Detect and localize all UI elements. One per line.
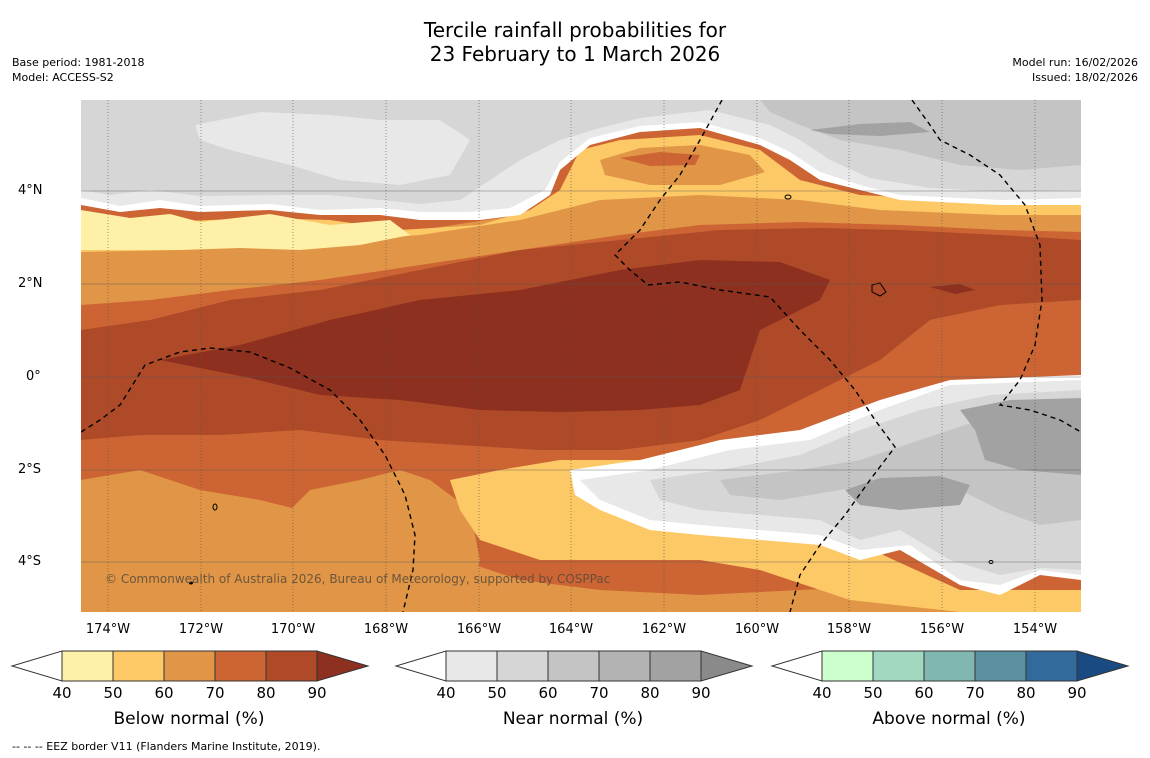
base-period: Base period: 1981-2018 <box>12 56 145 69</box>
lon-label: 172°W <box>178 622 224 637</box>
tick-below: 90 <box>307 684 327 702</box>
graticule <box>81 100 1081 612</box>
issued-date: Issued: 18/02/2026 <box>1031 71 1138 84</box>
tick-near: 90 <box>691 684 711 702</box>
near-seg-3 <box>547 650 600 682</box>
lon-label: 154°W <box>1012 622 1058 637</box>
chart-title: Tercile rainfall probabilities for 23 Fe… <box>0 18 1150 66</box>
tick-below: 40 <box>52 684 72 702</box>
above-seg-3 <box>923 650 976 682</box>
below-40-north <box>81 210 410 250</box>
lon-label: 174°W <box>85 622 131 637</box>
above-seg-2 <box>872 650 925 682</box>
near-seg-4 <box>598 650 651 682</box>
model-name: Model: ACCESS-S2 <box>12 71 114 84</box>
below-90-east-patch <box>930 284 975 294</box>
near-seg-2 <box>496 650 549 682</box>
tick-above: 60 <box>914 684 934 702</box>
tick-below: 70 <box>205 684 225 702</box>
lat-label-2s: 2°S <box>18 462 42 477</box>
lat-label-4s: 4°S <box>18 554 42 569</box>
meta-right: Model run: 16/02/2026 Issued: 18/02/2026 <box>1012 55 1138 85</box>
near-50-north-patch <box>195 112 470 185</box>
near-seg-1 <box>445 650 498 682</box>
below-seg-5 <box>265 650 318 682</box>
colorbar-near <box>394 650 754 682</box>
lat-label-2n: 2°N <box>18 276 43 291</box>
below-seg-4 <box>214 650 267 682</box>
above-seg-5 <box>1025 650 1078 682</box>
lon-label: 156°W <box>919 622 965 637</box>
lon-label: 164°W <box>548 622 594 637</box>
tick-above: 40 <box>812 684 832 702</box>
lat-label-4n: 4°N <box>18 183 43 198</box>
tick-near: 80 <box>640 684 660 702</box>
below-tip <box>316 650 370 682</box>
tick-above: 90 <box>1067 684 1087 702</box>
tick-above: 80 <box>1016 684 1036 702</box>
lon-label: 160°W <box>734 622 780 637</box>
tick-near: 40 <box>436 684 456 702</box>
eez-footnote: -- -- -- EEZ border V11 (Flanders Marine… <box>12 740 321 753</box>
island-sw1 <box>212 503 218 511</box>
title-line-1: Tercile rainfall probabilities for <box>423 18 727 42</box>
legend-label-below: Below normal (%) <box>113 709 265 729</box>
meta-left: Base period: 1981-2018 Model: ACCESS-S2 <box>12 55 144 85</box>
island-east <box>871 282 887 297</box>
above-seg-1 <box>821 650 874 682</box>
lon-label: 158°W <box>826 622 872 637</box>
lat-label-equator: 0° <box>26 369 41 384</box>
tick-near: 70 <box>589 684 609 702</box>
near-80-north-patch <box>810 122 930 136</box>
below-60-north <box>81 190 1081 305</box>
near-70-north <box>760 100 1081 170</box>
colorbar-above <box>770 650 1130 682</box>
eez-borders <box>81 100 1081 612</box>
above-tip <box>1076 650 1130 682</box>
near-80-patch <box>845 476 970 510</box>
tick-near: 60 <box>538 684 558 702</box>
above-seg-4 <box>974 650 1027 682</box>
island-north <box>784 194 792 200</box>
lon-label: 168°W <box>363 622 409 637</box>
below-90-core <box>160 260 830 412</box>
tick-below: 60 <box>154 684 174 702</box>
near-tip <box>700 650 754 682</box>
tick-above: 50 <box>863 684 883 702</box>
below-80-north-patch <box>620 152 700 166</box>
legend-label-above: Above normal (%) <box>872 709 1026 729</box>
below-50-north <box>81 135 1081 252</box>
tick-near: 50 <box>487 684 507 702</box>
model-run: Model run: 16/02/2026 <box>1012 56 1138 69</box>
below-seg-3 <box>163 650 216 682</box>
below-seg-1 <box>61 650 114 682</box>
copyright-notice: © Commonwealth of Australia 2026, Bureau… <box>105 572 611 586</box>
below-seg-2 <box>112 650 165 682</box>
tick-below: 50 <box>103 684 123 702</box>
tick-above: 70 <box>965 684 985 702</box>
near-seg-5 <box>649 650 702 682</box>
legend-label-near: Near normal (%) <box>502 709 644 729</box>
island-sw2 <box>189 581 193 585</box>
title-line-2: 23 February to 1 March 2026 <box>429 42 721 66</box>
lon-label: 170°W <box>270 622 316 637</box>
tick-below: 80 <box>256 684 276 702</box>
below-60-sw <box>110 470 480 612</box>
lon-label: 166°W <box>456 622 502 637</box>
colorbar-below <box>10 650 370 682</box>
lon-label: 162°W <box>641 622 687 637</box>
